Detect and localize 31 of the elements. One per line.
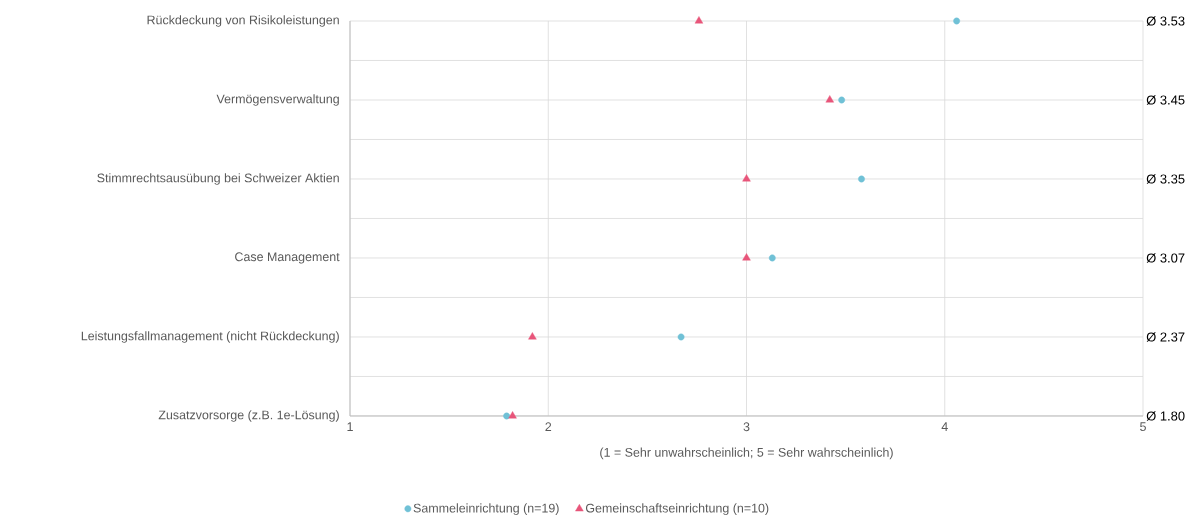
y-tick-label: Leistungsfallmanagement (nicht Rückdeckung)	[81, 331, 339, 343]
point	[838, 96, 846, 104]
y-tick-label: Stimmrechtsausübung bei Schweizer Aktien	[97, 173, 339, 185]
x-tick-label: 5	[1140, 422, 1146, 432]
x-tick-label: 3	[743, 422, 750, 432]
point	[768, 254, 776, 262]
text: Ø 3.35	[1146, 174, 1185, 184]
x-tick-label: 4	[941, 422, 948, 431]
text: Ø 1.80	[1146, 411, 1185, 421]
x-axis-title: (1 = Sehr unwahrscheinlich; 5 = Sehr wahrscheinlich)	[600, 447, 893, 460]
text: Ø 3.45	[1146, 95, 1185, 105]
point	[528, 332, 537, 340]
point	[677, 333, 685, 341]
point	[825, 95, 834, 103]
legend-label: Sammeleinrichtung (n=19)	[413, 503, 559, 515]
point	[508, 411, 517, 419]
text: Ø 3.53	[1146, 16, 1185, 26]
y-tick-label: Zusatzvorsorge (z.B. 1e-Lösung)	[158, 410, 339, 422]
x-tick-label: 1	[347, 422, 353, 431]
legend-label: Gemeinschaftseinrichtung (n=10)	[585, 503, 769, 515]
point	[858, 175, 865, 183]
point	[742, 253, 751, 261]
y-tick-label: Rückdeckung von Risikoleistungen	[147, 15, 339, 27]
y-tick-label: Case Management	[235, 252, 340, 264]
y-tick-label: Vermögensverwaltung	[216, 94, 339, 106]
text: Ø 2.37	[1146, 332, 1185, 342]
point	[742, 174, 751, 182]
text: Ø 3.07	[1146, 253, 1185, 263]
point	[953, 17, 961, 25]
point	[694, 16, 704, 24]
x-tick-label: 2	[545, 422, 552, 432]
